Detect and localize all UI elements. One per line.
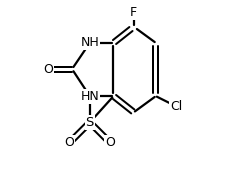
Text: HN: HN (80, 90, 99, 103)
Text: O: O (43, 63, 53, 76)
Text: O: O (105, 136, 115, 149)
Text: O: O (64, 136, 74, 149)
Text: NH: NH (80, 36, 99, 49)
Text: F: F (130, 6, 137, 19)
Text: Cl: Cl (170, 100, 182, 113)
Text: S: S (86, 116, 94, 129)
